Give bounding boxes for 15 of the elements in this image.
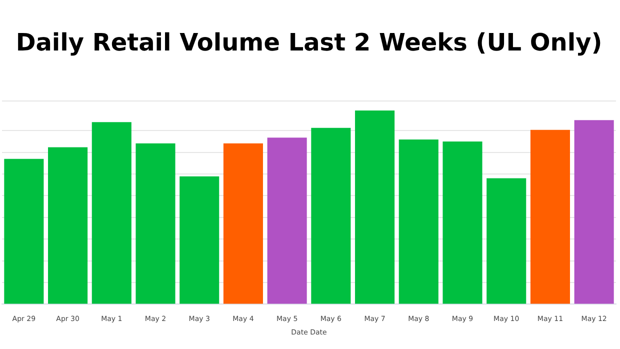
bar [442,141,482,304]
bar [530,130,570,304]
bar [223,143,263,304]
bar [311,128,351,304]
bar [486,178,526,304]
bar [92,122,132,304]
bar [355,110,395,304]
bar [267,138,307,304]
bar [180,176,220,304]
bar [4,158,44,304]
bar [574,120,614,304]
chart-title: Daily Retail Volume Last 2 Weeks (UL Only) [16,28,602,57]
bar [398,140,438,304]
bar [48,147,88,304]
bar [136,143,176,304]
